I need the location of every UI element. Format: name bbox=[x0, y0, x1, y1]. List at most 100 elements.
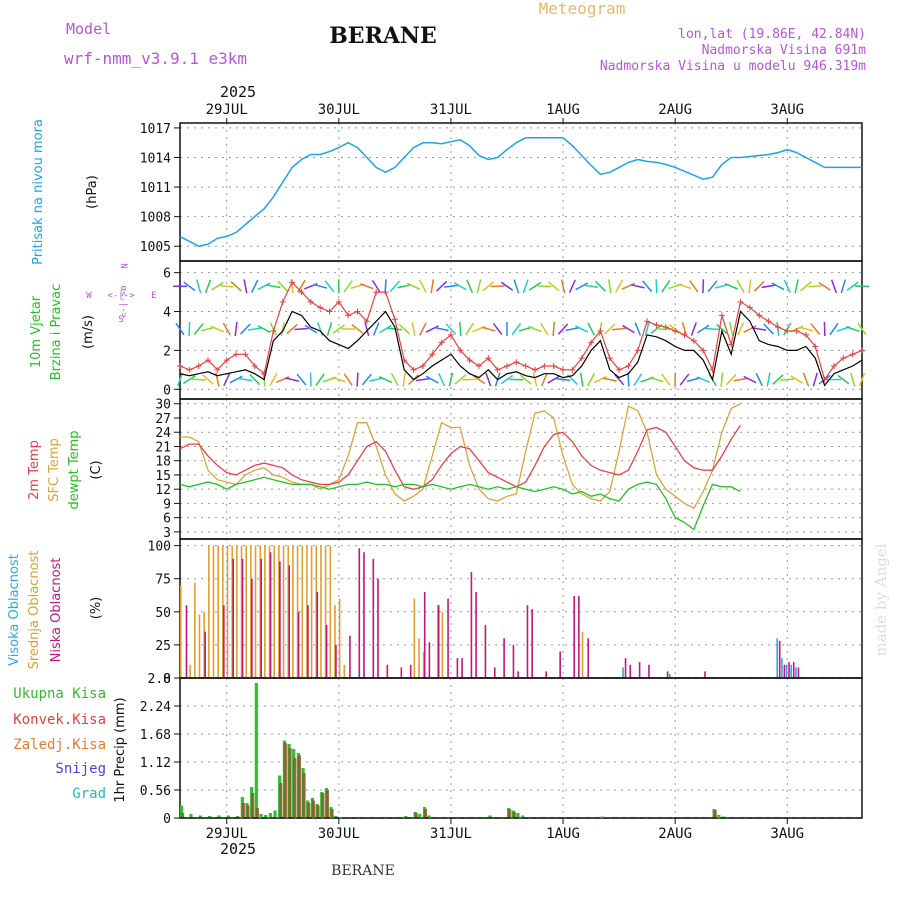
total-precip-bar bbox=[259, 814, 263, 818]
low-cloud-bar bbox=[325, 625, 328, 678]
mid-cloud-bar bbox=[296, 545, 299, 678]
low-cloud-bar bbox=[493, 667, 496, 678]
wind-arrow bbox=[313, 283, 328, 289]
wind-arrow bbox=[634, 322, 642, 336]
wind-arrow bbox=[528, 281, 542, 291]
total-precip-bar bbox=[180, 805, 184, 818]
low-cloud-bar bbox=[531, 609, 533, 678]
wind-arrow bbox=[818, 281, 831, 291]
wind-arrow bbox=[613, 373, 625, 386]
wind-arrow bbox=[622, 324, 635, 334]
mid-cloud-bar bbox=[329, 545, 332, 678]
wind-gust-marker bbox=[457, 347, 464, 354]
total-precip-bar bbox=[721, 816, 726, 818]
wind-arrow bbox=[850, 372, 856, 387]
wind-gust-marker bbox=[616, 366, 623, 373]
low-cloud-bar bbox=[704, 671, 706, 678]
wind-arrow bbox=[204, 279, 212, 294]
wind-arrow bbox=[755, 372, 763, 387]
wind-gust-marker bbox=[569, 366, 576, 373]
wind-gust-marker bbox=[737, 298, 744, 305]
wind-arrow bbox=[411, 322, 416, 337]
wind-arrow bbox=[540, 322, 549, 336]
wind-gust-marker bbox=[335, 298, 342, 305]
wind-arrow bbox=[378, 376, 393, 384]
clouds-panel: 0 25 50 75 100 bbox=[148, 538, 863, 687]
high-cloud-bar bbox=[668, 674, 671, 678]
wind-arrow bbox=[202, 374, 214, 385]
wind-gust-marker bbox=[541, 362, 548, 369]
wind-gust-marker bbox=[840, 355, 847, 362]
wind-arrow bbox=[361, 373, 372, 386]
low-cloud-bar bbox=[251, 578, 253, 678]
wind-arrow bbox=[317, 322, 324, 336]
wind-arrow bbox=[257, 282, 271, 291]
mid-cloud-bar bbox=[581, 631, 584, 678]
wind-arrow bbox=[519, 374, 532, 385]
temp-ylabel: 2m Temp bbox=[27, 440, 42, 500]
pressure-ytick-label: 1014 bbox=[140, 152, 171, 167]
mid-cloud-bar bbox=[315, 545, 318, 678]
precipitation-ytick-label: 2.8 bbox=[148, 672, 171, 687]
wind-arrow bbox=[481, 326, 496, 332]
low-cloud-bar bbox=[279, 561, 281, 678]
wind-gust-marker bbox=[307, 298, 314, 305]
conv-precip-bar bbox=[713, 810, 717, 818]
wind-arrow bbox=[415, 377, 430, 382]
wind-gust-marker bbox=[849, 351, 856, 358]
wind-arrow bbox=[736, 279, 745, 293]
wind-arrow bbox=[794, 279, 799, 294]
wind-gust-marker bbox=[746, 304, 753, 311]
low-cloud-bar bbox=[335, 644, 337, 678]
wind-arrow bbox=[500, 281, 514, 291]
low-cloud-bar bbox=[372, 558, 375, 678]
temperature-ytick-label: 24 bbox=[155, 426, 171, 441]
wind-arrow bbox=[661, 280, 671, 293]
low-cloud-bar bbox=[484, 625, 487, 678]
low-cloud-bar bbox=[587, 638, 589, 678]
wind-gust-marker bbox=[709, 366, 716, 373]
mid-cloud-bar bbox=[287, 545, 290, 678]
conv-precip-bar bbox=[241, 803, 245, 818]
mid-cloud-bar bbox=[254, 545, 257, 678]
legend-hail: Grad bbox=[72, 786, 106, 802]
day-label-top: 29JUL bbox=[206, 102, 248, 118]
wind-arrow bbox=[210, 325, 225, 333]
pressure-ytick-label: 1008 bbox=[140, 211, 171, 226]
conv-precip-bar bbox=[512, 812, 516, 818]
wind-gust-marker bbox=[279, 298, 286, 305]
wind-arrow bbox=[324, 280, 335, 293]
wind-arrow bbox=[269, 373, 278, 387]
conv-precip-bar bbox=[246, 805, 250, 818]
wind-arrow bbox=[476, 279, 482, 294]
cloud-unit: (%) bbox=[89, 597, 104, 620]
wind-gust-marker bbox=[802, 331, 809, 338]
wind-compass: N α<-|-> W <-|-> E S bbox=[86, 263, 156, 325]
pressure-line bbox=[179, 137, 862, 247]
day-label-bottom: 29JUL bbox=[206, 826, 248, 842]
wind-arrow bbox=[602, 377, 617, 382]
total-precip-bar bbox=[189, 814, 193, 818]
mid-cloud-bar bbox=[273, 545, 276, 678]
wind-arrow bbox=[587, 322, 595, 336]
conv-precip-bar bbox=[330, 809, 334, 818]
pressure-ytick-label: 1005 bbox=[140, 240, 171, 255]
wind-arrow bbox=[193, 323, 204, 335]
day-label-bottom: 3AUG bbox=[770, 826, 804, 842]
temp-ylabel2: SFC Temp bbox=[47, 438, 62, 502]
wind-arrow bbox=[522, 279, 529, 294]
wind-arrow bbox=[696, 376, 710, 383]
total-precip-bar bbox=[273, 810, 277, 818]
wind-ytick-label: 4 bbox=[163, 306, 171, 321]
wind-arrow bbox=[356, 372, 359, 387]
wind-arrow bbox=[332, 324, 345, 334]
wind-arrow bbox=[425, 325, 439, 333]
wind-arrow bbox=[761, 284, 776, 289]
wind-arrow bbox=[840, 279, 847, 294]
meteogram-label: Meteogram bbox=[539, 0, 626, 18]
wind-arrow bbox=[829, 322, 839, 336]
low-cloud-bar bbox=[307, 605, 309, 678]
low-cloud-bar bbox=[288, 565, 291, 678]
mid-cloud-bar bbox=[436, 605, 439, 678]
wind-arrow bbox=[540, 372, 548, 387]
